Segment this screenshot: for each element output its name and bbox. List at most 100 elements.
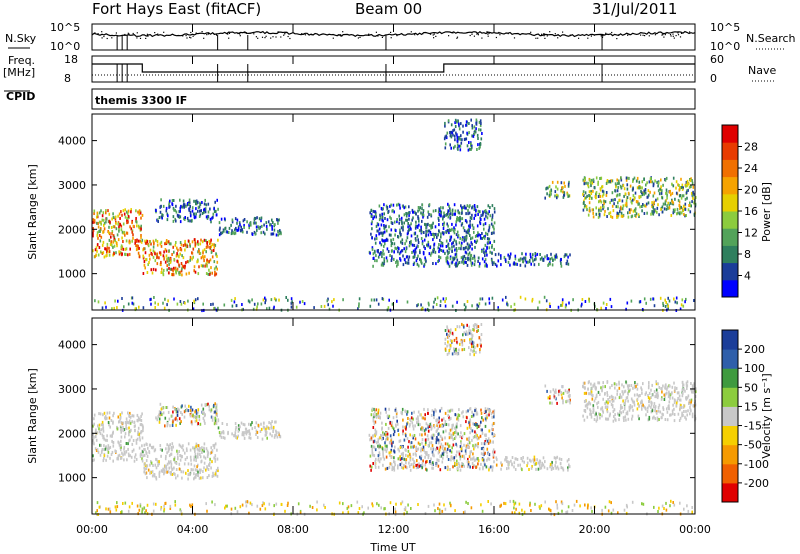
echo-cell xyxy=(467,442,469,446)
nsearch-point xyxy=(390,31,392,33)
echo-cell xyxy=(197,272,200,276)
echo-cell xyxy=(453,203,456,207)
echo-cell xyxy=(489,206,491,209)
echo-cell xyxy=(378,232,380,236)
echo-cell xyxy=(557,393,560,397)
echo-cell xyxy=(552,466,555,470)
echo-cell xyxy=(256,216,258,220)
echo-cell xyxy=(109,232,111,236)
echo-cell xyxy=(472,256,474,260)
echo-cell xyxy=(117,440,119,444)
nsearch-point xyxy=(111,37,113,39)
echo-cell xyxy=(482,452,484,456)
echo-cell xyxy=(473,458,476,462)
echo-cell xyxy=(156,418,159,422)
echo-cell xyxy=(395,423,397,427)
echo-cell xyxy=(620,205,622,209)
echo-cell xyxy=(471,236,474,240)
echo-cell xyxy=(490,412,493,416)
echo-cell xyxy=(510,305,512,309)
nsky-tick-low: 10^0 xyxy=(50,40,80,53)
echo-cell xyxy=(127,442,129,446)
echo-cell xyxy=(432,209,435,213)
echo-cell xyxy=(105,458,107,462)
echo-cell xyxy=(635,200,638,203)
echo-cell xyxy=(583,180,586,184)
echo-cell xyxy=(405,434,407,438)
echo-cell xyxy=(485,410,487,414)
echo-cell xyxy=(393,257,395,261)
echo-cell xyxy=(248,226,250,230)
echo-cell xyxy=(217,469,219,473)
echo-cell xyxy=(584,191,587,195)
echo-cell xyxy=(119,251,122,255)
echo-cell xyxy=(519,258,521,262)
echo-cell xyxy=(558,389,560,393)
echo-cell xyxy=(517,463,519,467)
echo-cell xyxy=(434,297,436,301)
echo-cell xyxy=(429,230,432,234)
echo-cell xyxy=(444,466,447,470)
echo-cell xyxy=(417,420,420,424)
echo-cell xyxy=(670,413,672,417)
nsearch-point xyxy=(546,35,548,37)
echo-cell xyxy=(678,184,680,187)
echo-cell xyxy=(402,263,405,267)
echo-cell xyxy=(279,229,281,233)
echo-cell xyxy=(491,415,493,419)
echo-cell xyxy=(567,466,569,470)
echo-cell xyxy=(405,453,407,457)
echo-cell xyxy=(655,411,658,415)
echo-cell xyxy=(93,458,95,462)
echo-cell xyxy=(277,233,279,237)
echo-cell xyxy=(484,441,487,445)
echo-cell xyxy=(214,416,216,420)
echo-cell xyxy=(427,437,430,441)
echo-cell xyxy=(476,234,478,237)
echo-cell xyxy=(372,434,374,438)
echo-cell xyxy=(482,458,485,462)
echo-cell xyxy=(684,197,687,201)
echo-cell xyxy=(568,465,571,469)
echo-cell xyxy=(563,181,565,185)
echo-cell xyxy=(594,413,596,417)
echo-cell xyxy=(149,463,151,467)
echo-cell xyxy=(615,418,617,422)
echo-cell xyxy=(99,228,102,232)
echo-cell xyxy=(129,438,131,442)
echo-cell xyxy=(446,131,449,135)
echo-cell xyxy=(198,249,200,253)
echo-cell xyxy=(384,467,387,471)
echo-cell xyxy=(551,256,553,260)
echo-cell xyxy=(92,227,94,231)
echo-cell xyxy=(430,461,432,465)
echo-cell xyxy=(272,232,275,236)
echo-cell xyxy=(673,381,675,385)
echo-cell xyxy=(624,203,627,207)
echo-cell xyxy=(386,466,389,470)
echo-cell xyxy=(685,381,688,385)
echo-cell xyxy=(186,245,189,248)
echo-cell xyxy=(165,209,168,213)
echo-cell xyxy=(375,237,378,241)
echo-cell xyxy=(471,126,474,130)
echo-cell xyxy=(235,226,237,230)
nave-tick-high: 60 xyxy=(710,53,724,66)
echo-cell xyxy=(670,214,673,217)
echo-cell xyxy=(406,466,408,470)
echo-cell xyxy=(95,438,98,442)
echo-cell xyxy=(152,464,154,467)
echo-cell xyxy=(666,410,669,414)
freq-label: Freq. xyxy=(8,54,35,67)
echo-cell xyxy=(200,468,202,472)
echo-cell xyxy=(134,429,136,433)
echo-cell xyxy=(621,390,624,394)
echo-cell xyxy=(169,257,172,261)
echo-cell xyxy=(437,451,440,455)
echo-cell xyxy=(614,413,616,417)
echo-cell xyxy=(451,446,453,450)
echo-cell xyxy=(397,235,400,239)
echo-cell xyxy=(143,470,145,474)
echo-cell xyxy=(432,249,434,253)
echo-cell xyxy=(390,217,392,221)
